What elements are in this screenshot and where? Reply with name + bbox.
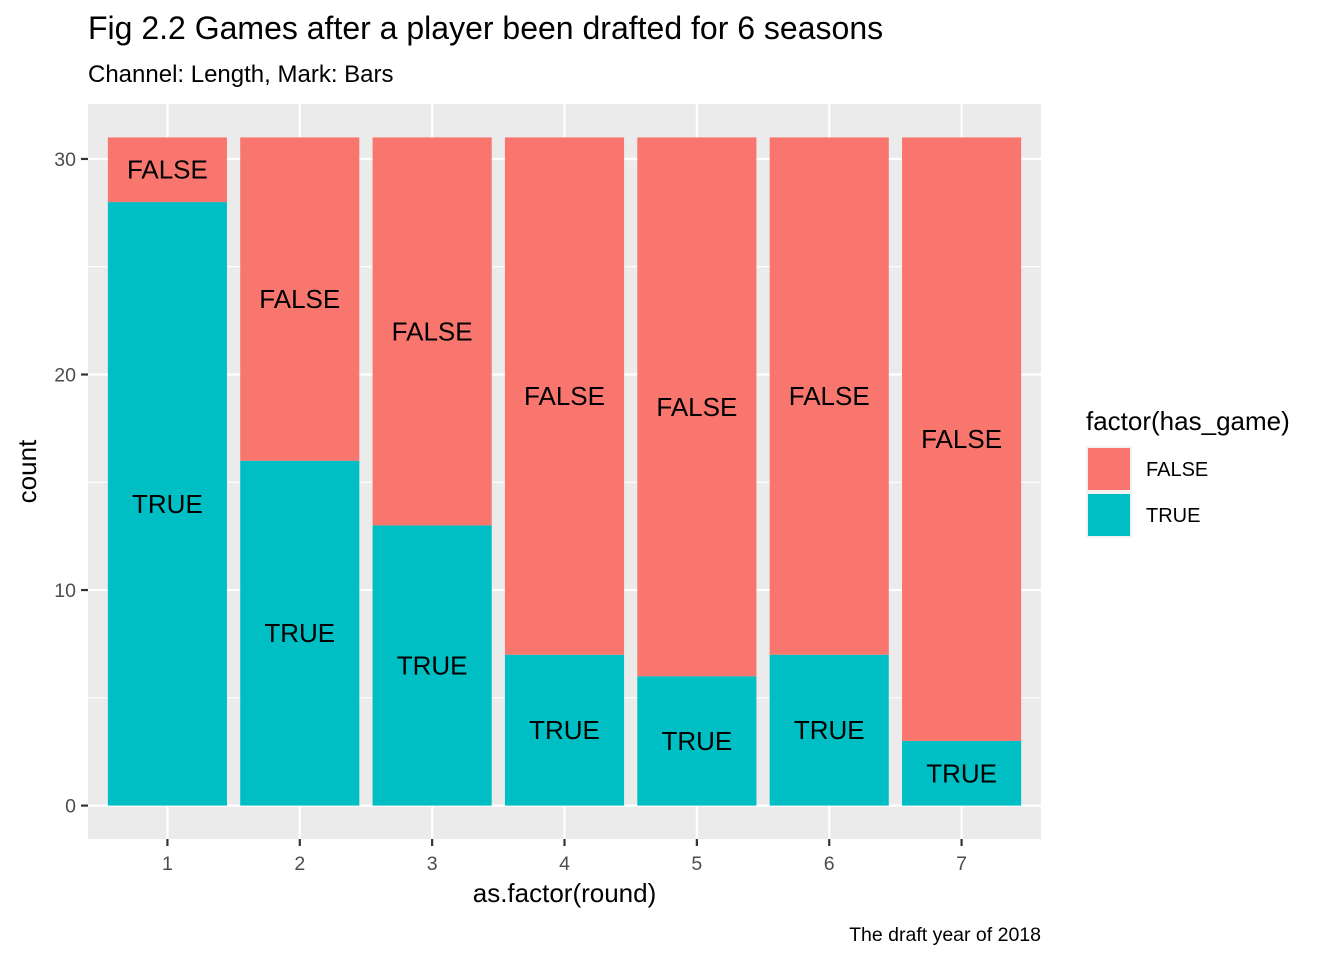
bar-label: TRUE (397, 650, 468, 680)
x-tick-label: 2 (294, 853, 305, 875)
legend-swatch-false (1088, 448, 1130, 490)
bar-true-round-4 (504, 654, 625, 806)
legend-title: factor(has_game) (1086, 406, 1290, 436)
bar-label: TRUE (529, 715, 600, 745)
bar-label: FALSE (259, 284, 340, 314)
bar-label: TRUE (264, 618, 335, 648)
bars: TRUE FALSE TRUE FALSE TRUE FALSE TRUE FALSE TRUE… (107, 137, 1022, 806)
y-tick-label: 30 (54, 149, 76, 171)
bar-true-round-5 (637, 676, 757, 806)
bar-false-round-6 (769, 137, 889, 655)
bar-label: FALSE (392, 316, 473, 346)
bar-false-round-7 (902, 137, 1022, 741)
x-tick-label: 1 (162, 853, 173, 875)
bar-false-round-5 (637, 137, 757, 677)
bar-label: TRUE (794, 715, 865, 745)
y-tick-label: 10 (54, 580, 76, 602)
y-axis-title: count (12, 439, 42, 503)
bar-false-round-4 (504, 137, 625, 655)
x-tick-label: 4 (559, 853, 570, 875)
legend-label-false: FALSE (1146, 459, 1208, 481)
bar-label: FALSE (127, 155, 208, 185)
y-tick-label: 20 (54, 365, 76, 387)
legend-label-true: TRUE (1146, 505, 1200, 527)
x-tick-label: 5 (691, 853, 702, 875)
bar-label: FALSE (789, 381, 870, 411)
bar-true-round-2 (240, 460, 360, 806)
x-tick-label: 6 (824, 853, 835, 875)
bar-true-round-6 (769, 654, 889, 806)
bar-label: TRUE (926, 758, 997, 788)
bar-label: FALSE (656, 392, 737, 422)
bar-false-round-2 (240, 137, 360, 461)
bar-label: FALSE (524, 381, 605, 411)
legend-swatch-true (1088, 494, 1130, 536)
chart-subtitle: Channel: Length, Mark: Bars (88, 61, 394, 88)
chart-caption: The draft year of 2018 (849, 924, 1041, 946)
x-axis-title: as.factor(round) (473, 878, 657, 908)
bar-label: TRUE (132, 489, 203, 519)
bar-true-round-7 (902, 740, 1022, 806)
x-tick-label: 7 (956, 853, 967, 875)
bar-label: FALSE (921, 424, 1002, 454)
bar-false-round-3 (372, 137, 492, 526)
legend: factor(has_game) FALSE TRUE (1086, 406, 1290, 538)
bar-true-round-1 (107, 202, 227, 806)
bar-false-round-1 (107, 137, 227, 203)
bar-label: TRUE (661, 726, 732, 756)
x-tick-label: 3 (427, 853, 438, 875)
legend-items: FALSE TRUE (1086, 446, 1208, 538)
y-tick-label: 0 (65, 796, 76, 818)
chart-title: Fig 2.2 Games after a player been drafte… (88, 10, 883, 46)
axes: 0 10 20 30 1 2 3 4 5 6 7 (54, 149, 967, 875)
bar-true-round-3 (372, 525, 492, 806)
